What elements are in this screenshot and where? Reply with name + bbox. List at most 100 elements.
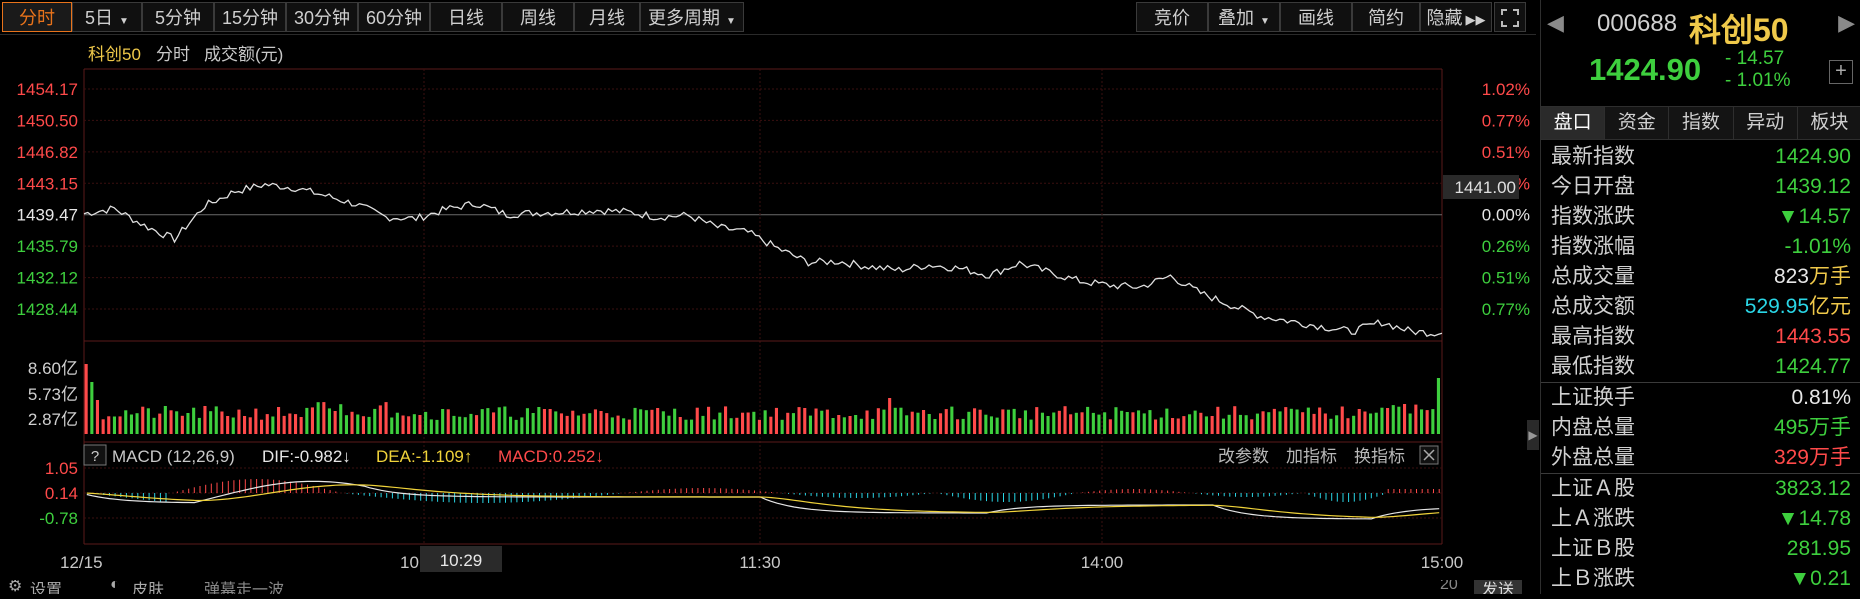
overlay-label: 叠加: [1218, 8, 1255, 28]
tab-more-periods[interactable]: 更多周期 ▼: [640, 2, 744, 32]
period-toolbar: 分时 5日 ▼ 5分钟 15分钟 30分钟 60分钟 日线 周线 月线 更多周期 ▼…: [0, 0, 1536, 35]
volume-bar: [1403, 404, 1407, 434]
stock-name: 科创50: [1689, 12, 1789, 48]
danmu-input[interactable]: 弹幕走一波: [204, 582, 285, 594]
volume-bar: [1148, 410, 1152, 434]
volume-bar: [735, 417, 739, 434]
volume-bar: [1125, 412, 1129, 434]
add-indicator-button[interactable]: 加指标: [1286, 447, 1337, 466]
volume-bar: [690, 419, 694, 434]
volume-bar: [1323, 413, 1327, 434]
hide-button[interactable]: 隐藏 ▶▶: [1420, 2, 1492, 32]
overlay-button[interactable]: 叠加 ▼: [1208, 2, 1280, 32]
tab-bankuai[interactable]: 板块: [1797, 107, 1860, 139]
volume-bar: [865, 410, 869, 434]
volume-bar: [361, 416, 365, 434]
volume-bar: [1052, 412, 1056, 434]
cursor-time: 10:29: [440, 551, 483, 570]
volume-bar: [407, 416, 411, 434]
panel-collapse-handle[interactable]: ▶: [1527, 420, 1539, 450]
volume-bar: [582, 413, 586, 434]
tab-pankou[interactable]: 盘口: [1541, 107, 1606, 139]
draw-line-button[interactable]: 画线: [1280, 2, 1352, 32]
help-button[interactable]: [83, 444, 107, 466]
pct-tick-right: 0.77%: [1482, 300, 1530, 319]
skin-icon[interactable]: ◐: [110, 580, 120, 593]
volume-bar: [441, 409, 445, 434]
chart-area[interactable]: 科创50 分时 成交额(元) 1454.17 1450.50 1446.82 1443…: [0, 34, 1536, 594]
volume-bar: [961, 418, 965, 434]
time-tick-start: 12/15: [60, 553, 103, 572]
tab-60min[interactable]: 60分钟: [358, 2, 430, 32]
send-button[interactable]: 发送: [1474, 580, 1523, 594]
volume-bar: [129, 414, 133, 434]
volume-bar: [780, 419, 784, 434]
tab-zijin[interactable]: 资金: [1605, 107, 1670, 139]
volume-bar: [1193, 410, 1197, 434]
quote-row-label: 上证Ｂ股: [1551, 537, 1635, 560]
skin-link[interactable]: 皮肤: [132, 582, 165, 594]
volume-bar: [1221, 418, 1225, 434]
double-chevron-right-icon: ▶▶: [1465, 12, 1486, 27]
quote-row-value: 495万手: [1773, 416, 1851, 439]
tab-15min[interactable]: 15分钟: [214, 2, 286, 32]
auction-button[interactable]: 竞价: [1136, 2, 1208, 32]
volume-bar: [933, 419, 937, 434]
pct-tick-right: 0.77%: [1482, 111, 1530, 130]
quote-row-label: 今日开盘: [1551, 175, 1635, 198]
switch-indicator-button[interactable]: 换指标: [1354, 447, 1405, 466]
volume-bar: [141, 406, 145, 434]
volume-bar: [882, 409, 886, 434]
simple-mode-button[interactable]: 简约: [1352, 2, 1420, 32]
volume-bar: [469, 413, 473, 434]
tab-zhishu[interactable]: 指数: [1669, 107, 1734, 139]
next-stock-icon[interactable]: ▶: [1838, 10, 1855, 35]
volume-tick-mid: 5.73亿: [28, 385, 78, 404]
volume-bar: [277, 407, 281, 434]
tab-5day[interactable]: 5日 ▼: [72, 2, 142, 32]
fullscreen-button[interactable]: [1494, 2, 1526, 32]
volume-bar: [837, 415, 841, 434]
volume-bar: [1301, 412, 1305, 434]
volume-bar: [610, 417, 614, 434]
volume-bar: [271, 416, 275, 434]
row-divider: [1541, 473, 1860, 474]
tab-fenshi[interactable]: 分时: [2, 2, 72, 32]
volume-bar: [1391, 405, 1395, 434]
volume-bar: [282, 415, 286, 434]
volume-bar: [814, 408, 818, 434]
add-watchlist-icon[interactable]: +: [1829, 60, 1853, 84]
volume-bar: [412, 414, 416, 434]
tab-30min[interactable]: 30分钟: [286, 2, 358, 32]
tab-monthly[interactable]: 月线: [574, 2, 640, 32]
volume-bar: [1199, 412, 1203, 434]
volume-bar: [463, 417, 467, 434]
volume-bar: [639, 409, 643, 434]
volume-bar: [169, 410, 173, 434]
volume-bar: [1182, 416, 1186, 434]
tab-yidong[interactable]: 异动: [1733, 107, 1798, 139]
volume-bar: [701, 415, 705, 434]
tab-daily[interactable]: 日线: [430, 2, 502, 32]
volume-bar: [390, 417, 394, 434]
price-line: [83, 182, 1443, 338]
prev-stock-icon[interactable]: ◀: [1547, 10, 1564, 35]
quote-panel: ◀ 000688 科创50 ▶ 1424.90 - 14.57 - 1.01% …: [1540, 0, 1860, 594]
change-params-button[interactable]: 改参数: [1218, 447, 1269, 466]
volume-bar: [820, 410, 824, 434]
chart-svg[interactable]: 科创50 分时 成交额(元) 1454.17 1450.50 1446.82 1443…: [0, 34, 1536, 594]
settings-link[interactable]: 设置: [30, 582, 63, 594]
volume-bar: [599, 411, 603, 434]
quote-row-value: ▼14.78: [1777, 507, 1851, 530]
settings-icon[interactable]: ⚙: [8, 580, 23, 594]
tab-weekly[interactable]: 周线: [502, 2, 574, 32]
quote-row: 最低指数 1424.77: [1541, 352, 1860, 382]
quote-tabs: 盘口 资金 指数 异动 板块: [1541, 106, 1860, 140]
quote-row-label: 指数涨幅: [1551, 235, 1635, 258]
volume-bar: [1188, 414, 1192, 434]
volume-bar: [90, 382, 94, 434]
tab-5min[interactable]: 5分钟: [142, 2, 214, 32]
volume-bar: [339, 404, 343, 434]
close-indicator-button[interactable]: [1419, 445, 1439, 465]
